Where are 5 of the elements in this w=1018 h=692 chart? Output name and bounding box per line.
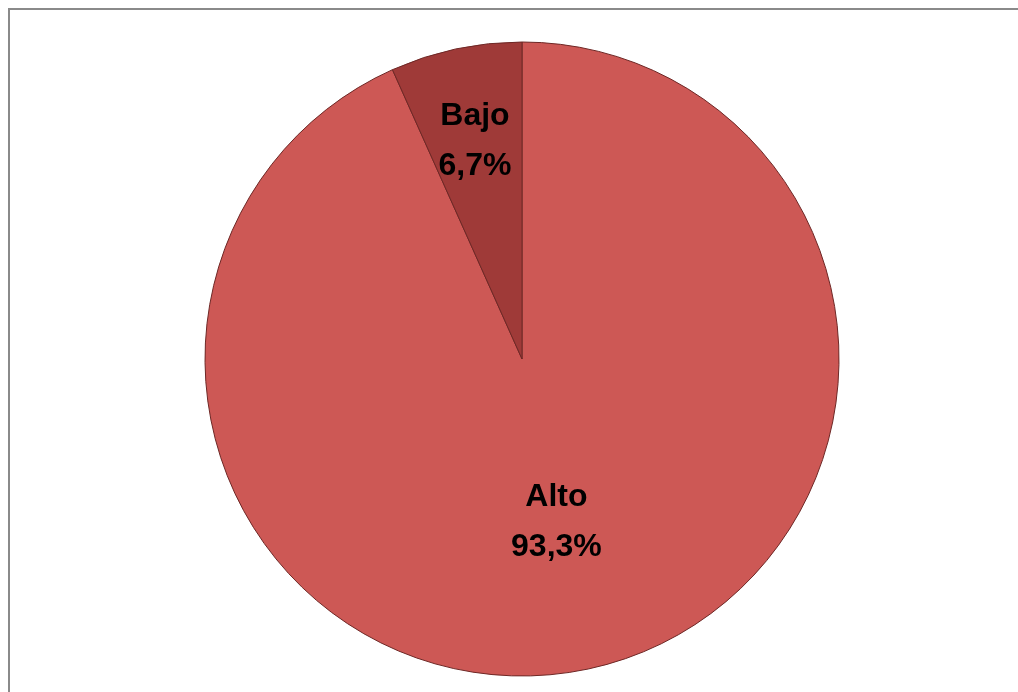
slice-label: Alto bbox=[525, 477, 588, 514]
data-label: 6,7% bbox=[438, 145, 512, 182]
slice-label: Bajo bbox=[440, 95, 510, 132]
pie-slice bbox=[204, 41, 840, 677]
data-label: 93,3% bbox=[511, 527, 602, 564]
